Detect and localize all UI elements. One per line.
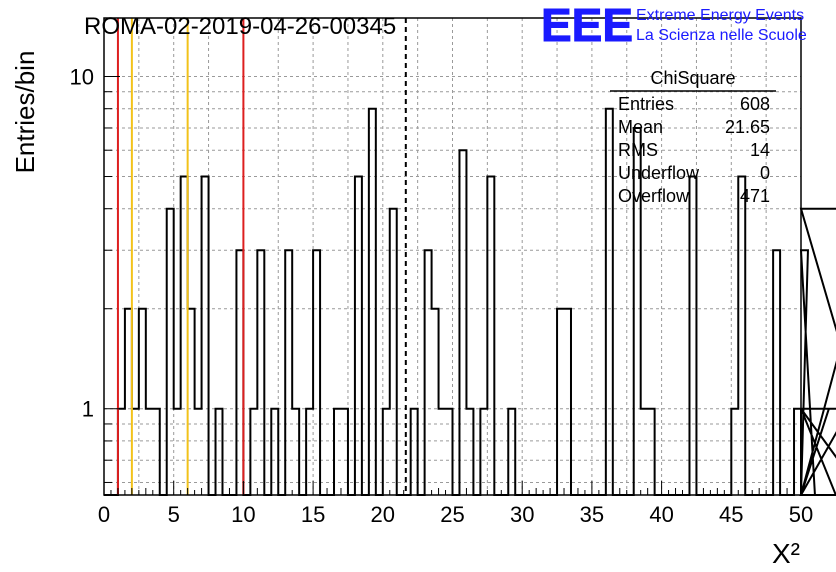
x-tick-label: 35: [580, 502, 604, 527]
histogram-bin: [125, 309, 132, 495]
eee-logo-mark: EEE: [541, 0, 633, 51]
axis-ticks: 0 5 10 15 20 25 30 35 40 45 50 1 10: [70, 65, 814, 527]
histogram-bin: [167, 209, 174, 495]
stats-value: 21.65: [725, 117, 770, 137]
x-tick-label: 25: [440, 502, 464, 527]
x-tick-label: 20: [371, 502, 395, 527]
x-tick-label: 40: [649, 502, 673, 527]
stats-value: 14: [750, 140, 770, 160]
y-tick-label: 1: [82, 397, 94, 422]
histogram-bin: [425, 250, 432, 495]
histogram-bin: [313, 250, 320, 495]
stats-label: RMS: [618, 140, 658, 160]
histogram-bin: [738, 177, 745, 495]
logo-line-1: Extreme Energy Events: [636, 7, 804, 24]
histogram-bin: [773, 250, 780, 495]
chart-title: ROMA-02-2019-04-26-00345: [84, 13, 396, 40]
histogram-bin: [355, 177, 362, 495]
histogram-bin: [606, 109, 613, 495]
x-tick-label: 30: [510, 502, 534, 527]
eee-logo: EEE Extreme Energy Events La Scienza nel…: [541, 0, 807, 52]
stats-label: Mean: [618, 117, 663, 137]
histogram-bin: [689, 177, 696, 495]
stats-box: ChiSquare Entries 608 Mean 21.65 RMS 14 Underf…: [610, 68, 776, 206]
stats-label: Entries: [618, 94, 674, 114]
x-tick-label: 5: [168, 502, 180, 527]
histogram-outline: [104, 107, 836, 496]
stats-label: Underflow: [618, 163, 700, 183]
logo-line-2: La Scienza nelle Scuole: [636, 27, 807, 44]
histogram: [104, 107, 836, 496]
stats-value: 471: [740, 186, 770, 206]
y-tick-label: 10: [70, 65, 94, 90]
histogram-bin: [634, 128, 641, 495]
histogram-bin: [432, 309, 439, 495]
histogram-bin: [557, 309, 564, 495]
histogram-bin: [257, 250, 264, 495]
stats-title: ChiSquare: [650, 68, 735, 88]
y-axis-label: Entries/bin: [10, 51, 40, 174]
stats-value: 0: [760, 163, 770, 183]
x-tick-label: 15: [301, 502, 325, 527]
histogram-bin: [188, 309, 195, 495]
histogram-bin: [390, 209, 397, 495]
x-tick-label: 45: [719, 502, 743, 527]
histogram-bin: [285, 250, 292, 495]
histogram-bin: [459, 150, 466, 495]
histogram-bin: [564, 309, 571, 495]
stats-label: Overflow: [618, 186, 690, 206]
histogram-bin: [369, 109, 376, 495]
x-tick-label: 10: [231, 502, 255, 527]
x-tick-label: 50: [789, 502, 813, 527]
reference-lines: [116, 18, 407, 495]
x-axis-label: X²: [772, 538, 800, 569]
stats-value: 608: [740, 94, 770, 114]
histogram-bin: [487, 177, 494, 495]
histogram-bin: [236, 250, 243, 495]
histogram-bin: [181, 177, 188, 495]
histogram-bin: [139, 309, 146, 495]
histogram-bin: [202, 177, 209, 495]
x-tick-label: 0: [98, 502, 110, 527]
